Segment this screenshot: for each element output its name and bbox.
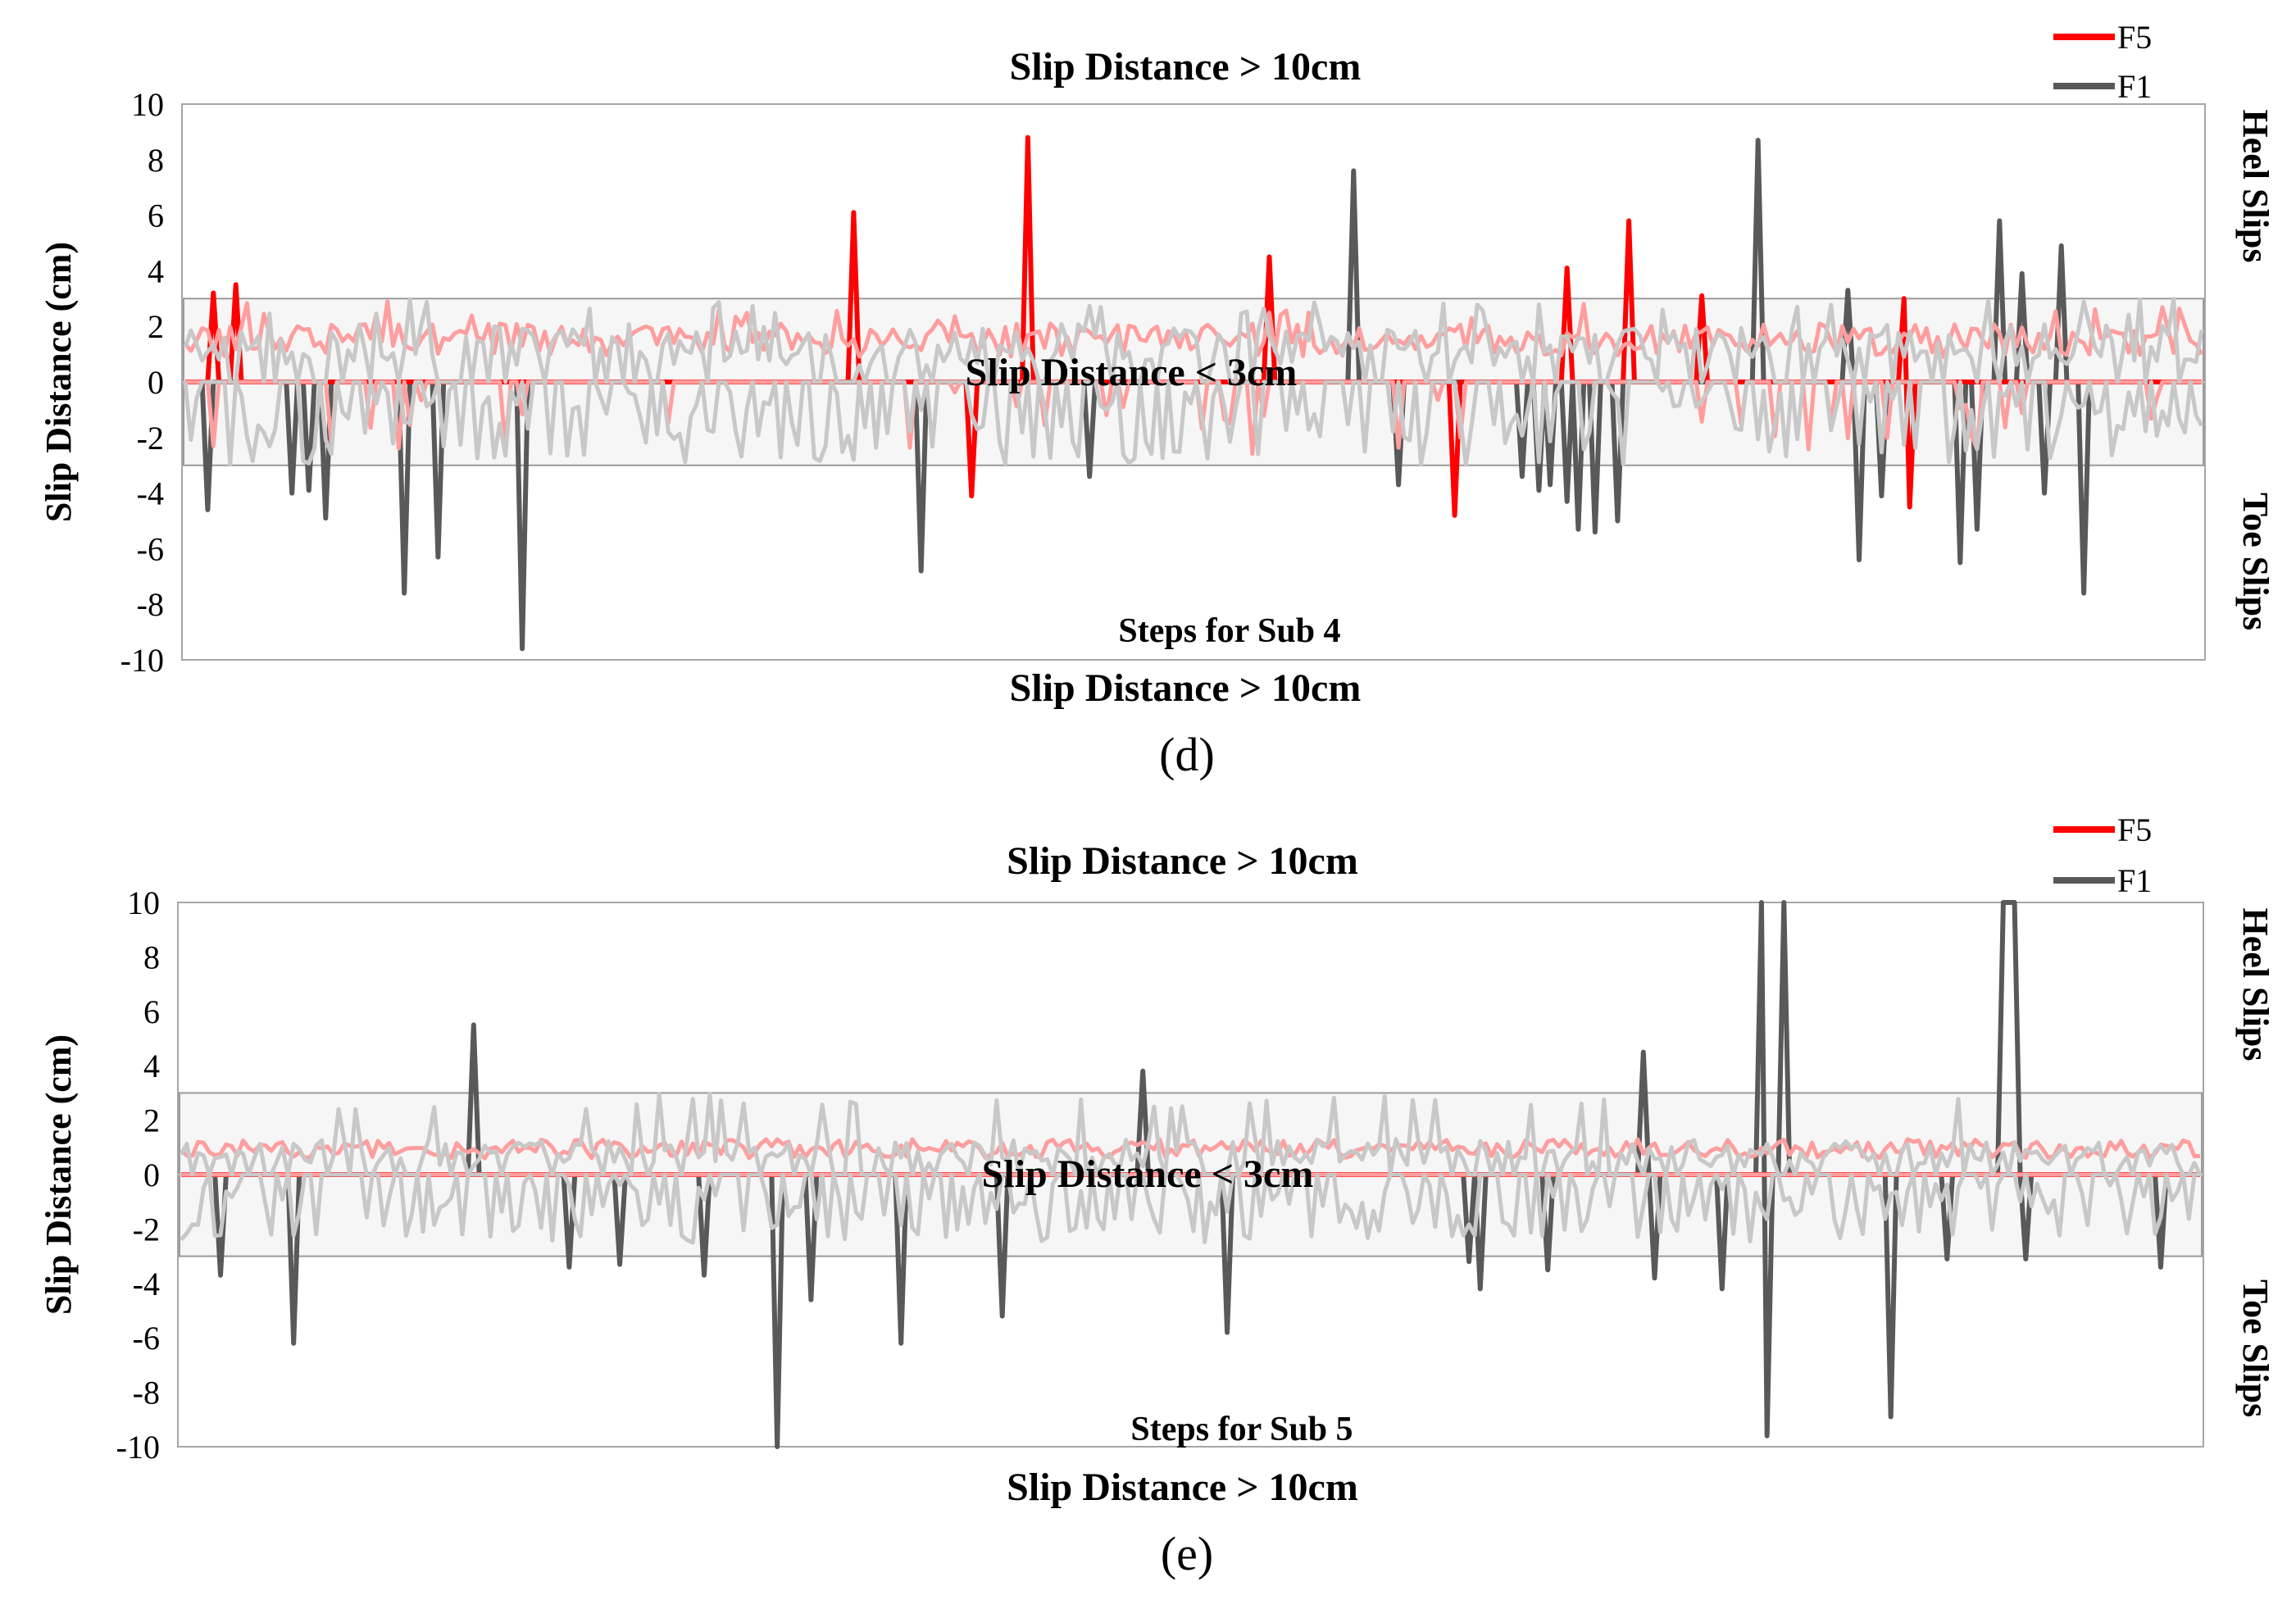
right-label-toe: Toe Slips [2235,1279,2276,1417]
y-tick-label: 4 [143,1048,160,1084]
y-tick-label: 10 [127,884,160,921]
series-F1-small-toe-line [180,1172,2200,1245]
y-tick-label: -2 [137,420,164,457]
series-F1-small-toe-line [183,380,2204,467]
y-tick-label: 2 [148,308,164,345]
chart-panel-0: 10 8 6 4 2 0 -2 -4 -6 -8 -10 Slip Distance > 10cm Sl… [39,19,2276,781]
chart-panel-1: 10 8 6 4 2 0 -2 -4 -6 -8 -10 Slip Distance > 10cm Sl… [39,811,2276,1580]
y-tick-label: -2 [133,1211,160,1248]
y-tick-label: 8 [143,939,160,975]
series-F1-small-heel-line [179,1091,2203,1177]
x-axis-label: Steps for Sub 5 [1130,1411,1353,1448]
legend-label-F1: F1 [2117,862,2152,899]
chart-title: Slip Distance > 10cm [1010,45,1362,89]
y-tick-label: -8 [133,1375,160,1411]
x-axis-label: Steps for Sub 4 [1118,612,1340,650]
bottom-threshold-label: Slip Distance > 10cm [1007,1466,1358,1509]
legend-label-F5: F5 [2117,811,2152,848]
bottom-threshold-label: Slip Distance > 10cm [1010,666,1362,710]
y-tick-label: -10 [120,642,164,679]
legend-label-F5: F5 [2117,19,2152,56]
panel-label: (d) [1159,728,1215,781]
band-label: Slip Distance < 3cm [982,1152,1314,1196]
y-tick-label: 10 [131,86,164,123]
y-tick-label: 4 [148,252,164,289]
y-tick-label: -10 [116,1429,160,1466]
band-label: Slip Distance < 3cm [966,351,1298,394]
right-label-toe: Toe Slips [2235,493,2276,630]
right-label-heel: Heel Slips [2235,907,2276,1061]
y-tick-label: -4 [133,1266,160,1302]
y-tick-label: -6 [137,530,164,567]
y-tick-label: 0 [148,364,164,401]
y-tick-label: 6 [143,993,160,1030]
y-axis-label: Slip Distance (cm) [39,242,79,522]
chart-title: Slip Distance > 10cm [1007,839,1358,883]
series-F1-small-heel-line [183,297,2204,384]
y-tick-label: -8 [137,586,164,623]
y-axis-label: Slip Distance (cm) [39,1034,79,1315]
right-label-heel: Heel Slips [2235,109,2276,262]
y-tick-label: 8 [148,142,164,179]
y-tick-label: -4 [137,475,164,512]
y-tick-label: -6 [133,1320,160,1357]
y-tick-label: 0 [143,1157,160,1193]
legend-label-F1: F1 [2117,68,2152,105]
y-tick-label: 6 [148,198,164,234]
panel-label: (e) [1161,1527,1213,1580]
y-tick-label: 2 [143,1102,160,1139]
